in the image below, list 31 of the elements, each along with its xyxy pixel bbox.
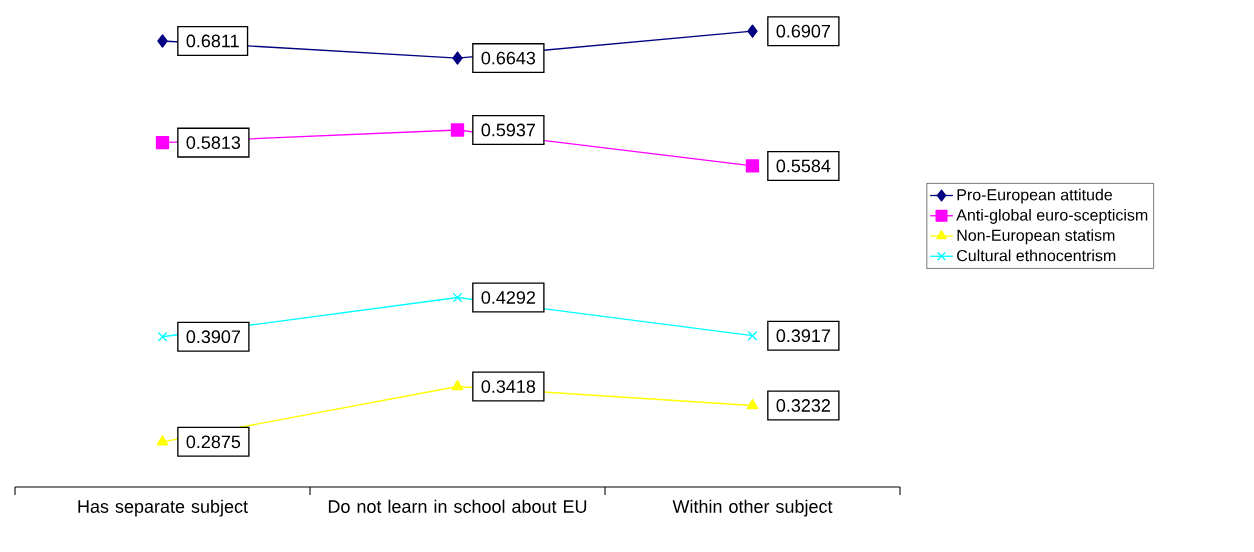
point	[747, 24, 758, 38]
point	[156, 435, 169, 446]
data-label: 0.3907	[186, 330, 240, 344]
data-label: 0.5813	[186, 136, 241, 149]
point	[746, 398, 759, 410]
point	[747, 330, 758, 341]
data-label: 0.4292	[481, 291, 535, 304]
point	[745, 159, 760, 173]
data-label: 0.3232	[776, 399, 830, 412]
legend-label: Pro-European attitude	[957, 188, 1113, 204]
point	[452, 51, 463, 65]
legend-label: Cultural ethnocentrism	[957, 249, 1116, 262]
point	[452, 292, 463, 303]
x-tick-label: Has separate subject	[78, 499, 248, 517]
point	[157, 331, 168, 342]
x-tick-label: Within other subject	[672, 499, 833, 517]
data-label: 0.6643	[481, 51, 536, 65]
data-label: 0.6907	[776, 24, 830, 38]
data-label: 0.2875	[186, 435, 241, 449]
data-label: 0.3917	[776, 329, 830, 343]
data-label: 0.3418	[481, 380, 536, 393]
data-label: 0.5937	[481, 123, 535, 137]
point	[451, 379, 464, 391]
point	[157, 34, 168, 48]
point	[155, 135, 170, 150]
legend-label: Anti-global euro-scepticism	[956, 208, 1148, 224]
point	[450, 123, 465, 137]
data-label: 0.5584	[776, 159, 831, 173]
legend-label: Non-European statism	[957, 229, 1115, 245]
data-label: 0.6811	[186, 34, 239, 48]
x-tick-label: Do not learn in school about EU	[328, 499, 587, 513]
